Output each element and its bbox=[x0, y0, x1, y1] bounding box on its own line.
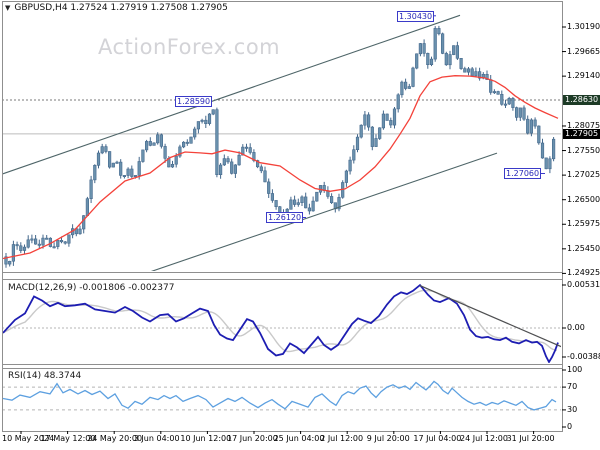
price-panel[interactable] bbox=[2, 14, 562, 276]
macd-indicator-label: MACD(12,26,9) -0.001806 -0.002377 bbox=[8, 283, 175, 293]
price-axis-label[interactable]: 1.25450 bbox=[567, 243, 600, 253]
rsi-line bbox=[3, 380, 557, 411]
price-tag: 1.30430 bbox=[397, 11, 435, 22]
candle-wicks bbox=[5, 25, 555, 268]
chevron-down-icon[interactable]: ▼ bbox=[5, 4, 11, 12]
time-axis-label[interactable]: 2 Jul 12:00 bbox=[320, 434, 364, 443]
price-axis-label[interactable]: 1.28075 bbox=[567, 120, 600, 130]
price-axis-label[interactable]: 1.24925 bbox=[567, 268, 600, 278]
rsi-axis-label[interactable]: 100 bbox=[567, 365, 583, 374]
macd-axis-label[interactable]: 0.00 bbox=[567, 323, 585, 332]
price-tag: 1.28590 bbox=[175, 96, 213, 107]
rsi-indicator-label: RSI(14) 48.3744 bbox=[8, 371, 82, 381]
macd-signal-line bbox=[3, 289, 558, 353]
time-axis-label[interactable]: 17 Jun 20:00 bbox=[227, 434, 278, 443]
rsi-axis-label[interactable]: 0 bbox=[567, 422, 573, 431]
panel-splitter[interactable] bbox=[3, 273, 562, 279]
time-axis-label[interactable]: 24 Jul 12:00 bbox=[460, 434, 508, 443]
symbol-ohlc-text: GBPUSD,H4 1.27524 1.27919 1.27508 1.2790… bbox=[14, 3, 228, 13]
price-tag: 1.27060 bbox=[504, 168, 542, 179]
macd-axis-label[interactable]: 0.005314 bbox=[567, 280, 600, 289]
time-axis-label[interactable]: 10 Jun 12:00 bbox=[180, 434, 232, 443]
candles bbox=[4, 28, 556, 265]
symbol-info-line: ▼ GBPUSD,H4 1.27524 1.27919 1.27508 1.279… bbox=[5, 3, 228, 13]
rsi-axis-label[interactable]: 70 bbox=[567, 382, 578, 392]
channel-trendline[interactable] bbox=[2, 14, 461, 175]
channel-trendline[interactable] bbox=[138, 152, 498, 276]
macd-main-line bbox=[3, 283, 559, 363]
price-axis-label[interactable]: 1.25975 bbox=[567, 219, 600, 229]
time-axis-label[interactable]: 9 Jul 20:00 bbox=[366, 434, 410, 443]
macd-panel[interactable] bbox=[2, 283, 562, 363]
time-axis-label[interactable]: 25 Jun 04:00 bbox=[273, 434, 325, 443]
watermark: ActionForex.com bbox=[98, 35, 281, 59]
time-axis-label[interactable]: 10 May 2024 bbox=[2, 434, 55, 443]
time-axis-label[interactable]: 31 Jul 20:00 bbox=[506, 434, 555, 443]
time-axis-label[interactable]: 17 Jul 04:00 bbox=[413, 434, 462, 443]
time-axis-label[interactable]: 3 Jun 04:00 bbox=[133, 434, 180, 443]
time-axis-label[interactable]: 17 May 12:00 bbox=[40, 434, 96, 443]
panel-splitter[interactable] bbox=[3, 365, 562, 368]
price-axis-label[interactable]: 1.29665 bbox=[567, 46, 600, 56]
price-axis-label[interactable]: 1.27025 bbox=[567, 170, 600, 180]
price-tag: 1.26120 bbox=[266, 212, 304, 223]
price-axis-label[interactable]: 1.27550 bbox=[567, 145, 600, 155]
rsi-panel[interactable] bbox=[2, 380, 562, 411]
price-axis-label[interactable]: 1.29140 bbox=[567, 71, 600, 81]
price-level-label[interactable]: 1.28630 bbox=[563, 95, 600, 105]
price-axis-label[interactable]: 1.26500 bbox=[567, 194, 600, 204]
time-axis-label[interactable]: 24 May 20:00 bbox=[87, 434, 143, 443]
chart-frame bbox=[2, 1, 563, 432]
moving-average-line bbox=[3, 75, 559, 260]
price-axis-label[interactable]: 1.30190 bbox=[567, 22, 600, 31]
macd-trendline[interactable] bbox=[419, 285, 562, 348]
rsi-axis-label[interactable]: 30 bbox=[567, 404, 578, 414]
price-level-label[interactable]: 1.27905 bbox=[563, 128, 600, 139]
macd-axis-label[interactable]: -0.003885 bbox=[567, 352, 600, 361]
